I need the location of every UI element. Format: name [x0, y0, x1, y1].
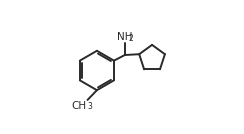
Text: 3: 3 [88, 102, 92, 111]
Text: 2: 2 [129, 34, 133, 43]
Text: CH: CH [71, 101, 87, 111]
Text: NH: NH [117, 32, 132, 42]
